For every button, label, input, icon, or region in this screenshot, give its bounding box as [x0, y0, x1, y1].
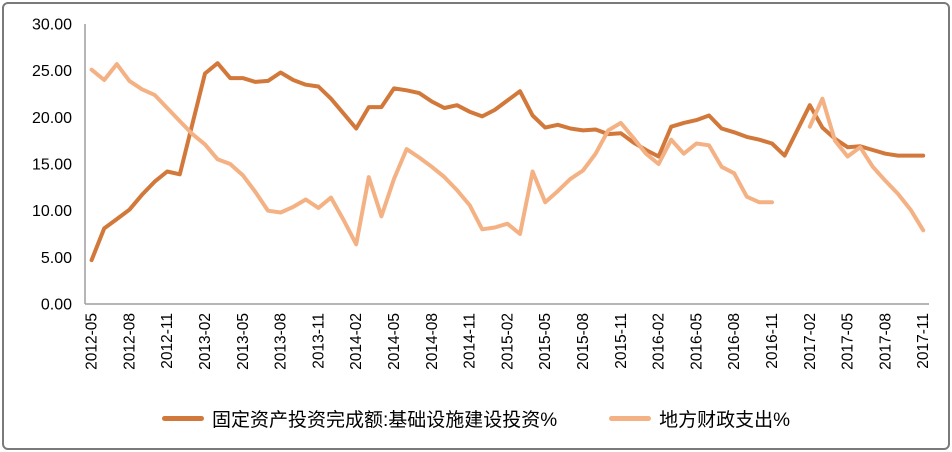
x-axis-tick-label: 2014-02	[348, 313, 365, 370]
x-axis-tick-label: 2017-11	[915, 313, 932, 369]
legend-swatch-infrastructure-icon	[161, 416, 204, 421]
legend-item-infrastructure: 固定资产投资完成额:基础设施建设投资%	[161, 405, 558, 432]
x-axis-tick-label: 2013-02	[197, 313, 214, 370]
series-lines	[89, 61, 926, 263]
legend-label-local-fiscal: 地方财政支出%	[659, 410, 791, 431]
x-axis-tick-label: 2014-05	[386, 313, 403, 370]
y-axis-tick-label: 10.00	[32, 203, 72, 220]
axes	[84, 24, 929, 305]
x-axis-labels: 2012-05 2012-08 2012-11 2013-02 2013-05 2013-…	[84, 313, 933, 370]
y-axis-labels: 0.00 5.00 10.00 15.00 20.00 25.00 30.00	[32, 17, 72, 314]
y-axis-tick-label: 30.00	[32, 17, 72, 34]
x-axis-tick-label: 2012-05	[84, 313, 101, 370]
x-axis-tick-label: 2016-08	[726, 313, 743, 370]
y-axis-tick-label: 25.00	[32, 63, 72, 80]
x-axis-tick-label: 2012-11	[159, 313, 176, 369]
legend-item-local-fiscal: 地方财政支出%	[609, 405, 790, 432]
x-axis-tick-label: 2017-02	[802, 313, 819, 370]
x-axis-tick-label: 2015-08	[575, 313, 592, 370]
x-axis-tick-label: 2014-11	[462, 313, 479, 369]
y-axis-tick-label: 0.00	[41, 297, 72, 314]
x-axis-tick-label: 2016-11	[764, 313, 781, 369]
x-axis-tick-label: 2013-08	[273, 313, 290, 370]
y-axis-tick-label: 5.00	[41, 250, 72, 267]
x-axis-tick-label: 2015-05	[537, 313, 554, 370]
legend-label-infrastructure: 固定资产投资完成额:基础设施建设投资%	[211, 410, 558, 431]
x-axis-tick-label: 2013-05	[235, 313, 252, 370]
x-axis-tick-label: 2012-08	[121, 313, 138, 370]
x-axis-tick-label: 2013-11	[310, 313, 327, 369]
legend-swatch-local-fiscal-icon	[609, 416, 652, 421]
series-line-infrastructure	[89, 61, 926, 263]
x-axis-tick-label: 2017-08	[877, 313, 894, 370]
x-axis-tick-label: 2015-11	[613, 313, 630, 369]
x-axis-tick-label: 2017-05	[840, 313, 857, 370]
series-line-local-fiscal	[89, 62, 926, 247]
x-axis-tick-label: 2016-05	[688, 313, 705, 370]
y-axis-tick-label: 15.00	[32, 157, 72, 174]
y-axis-tick-label: 20.00	[32, 110, 72, 127]
x-axis-tick-label: 2015-02	[499, 313, 516, 370]
x-axis-tick-label: 2016-02	[651, 313, 668, 370]
x-axis-tick-label: 2014-08	[424, 313, 441, 370]
chart-legend: 固定资产投资完成额:基础设施建设投资% 地方财政支出%	[0, 405, 952, 432]
